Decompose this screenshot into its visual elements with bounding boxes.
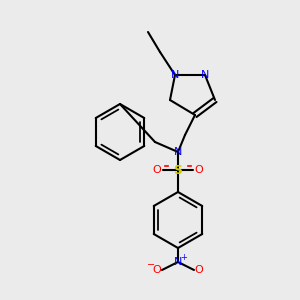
Text: −: − [147,260,155,270]
Text: O: O [195,265,203,275]
Text: +: + [181,253,188,262]
Text: O: O [153,165,161,175]
Text: O: O [195,165,203,175]
Text: N: N [174,257,182,267]
Text: N: N [171,70,179,80]
Text: S: S [173,164,182,176]
Text: O: O [153,265,161,275]
Text: N: N [174,147,182,157]
Text: N: N [201,70,209,80]
